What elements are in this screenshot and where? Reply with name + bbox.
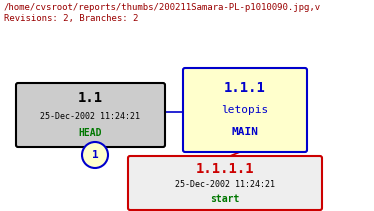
- Text: 25-Dec-2002 11:24:21: 25-Dec-2002 11:24:21: [175, 180, 275, 189]
- FancyBboxPatch shape: [183, 68, 307, 152]
- Text: HEAD: HEAD: [79, 128, 102, 138]
- FancyBboxPatch shape: [16, 83, 165, 147]
- Text: 1.1: 1.1: [78, 91, 103, 105]
- Text: 1.1.1.1: 1.1.1.1: [196, 162, 254, 176]
- Circle shape: [82, 142, 108, 168]
- Text: letopis: letopis: [221, 105, 269, 115]
- Text: start: start: [210, 194, 240, 204]
- Text: 1.1.1: 1.1.1: [224, 81, 266, 95]
- Text: MAIN: MAIN: [232, 127, 258, 137]
- FancyBboxPatch shape: [128, 156, 322, 210]
- Text: /home/cvsroot/reports/thumbs/200211Samara-PL-p1010090.jpg,v: /home/cvsroot/reports/thumbs/200211Samar…: [4, 3, 321, 12]
- Text: 1: 1: [92, 150, 98, 160]
- Text: Revisions: 2, Branches: 2: Revisions: 2, Branches: 2: [4, 14, 138, 23]
- Text: 25-Dec-2002 11:24:21: 25-Dec-2002 11:24:21: [40, 112, 141, 121]
